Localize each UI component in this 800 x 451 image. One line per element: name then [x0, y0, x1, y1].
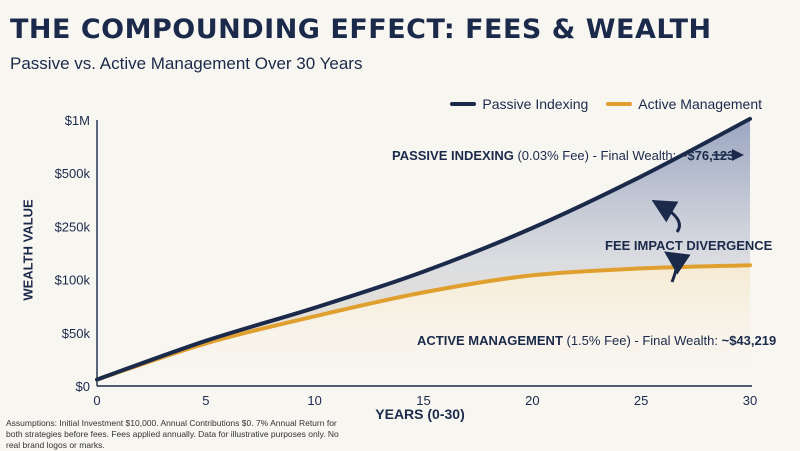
series-line-passive [95, 116, 752, 382]
footnote: Assumptions: Initial Investment $10,000.… [6, 418, 339, 450]
x-tick-label: 30 [743, 393, 757, 408]
active-annotation-detail: (1.5% Fee) - Final Wealth: [563, 333, 722, 348]
y-tick-label: $500k [55, 166, 91, 181]
legend: Passive Indexing Active Management [450, 96, 762, 112]
x-tick-label: 0 [93, 393, 100, 408]
divergence-arrow-down [664, 251, 691, 283]
passive-annotation-detail: (0.03% Fee) - Final Wealth: [514, 148, 680, 163]
active-annotation-name: ACTIVE MANAGEMENT [417, 333, 563, 348]
legend-swatch-active [606, 102, 633, 106]
passive-annotation-value: ~$76,123 [680, 148, 735, 163]
active-annotation-value: ~$43,219 [722, 333, 777, 348]
legend-label-passive: Passive Indexing [482, 96, 589, 112]
y-tick-label: $0 [76, 379, 90, 394]
y-tick-label: $100k [55, 273, 91, 288]
y-tick-label: $1M [65, 113, 90, 128]
y-tick-label: $50k [62, 326, 91, 341]
y-tick-label: $250k [55, 219, 91, 234]
legend-item-passive: Passive Indexing [450, 96, 588, 112]
x-axis-label: YEARS (0-30) [375, 406, 465, 422]
x-tick-label: 25 [634, 393, 648, 408]
active-annotation: ACTIVE MANAGEMENT (1.5% Fee) - Final Wea… [417, 333, 776, 348]
divergence-arrow-up [651, 199, 681, 233]
legend-item-active: Active Management [606, 96, 762, 112]
chart-subtitle: Passive vs. Active Management Over 30 Ye… [10, 54, 363, 73]
area-fee-gap [97, 118, 750, 380]
series-line-active [95, 263, 752, 382]
legend-swatch-passive [450, 102, 477, 106]
x-tick-label: 15 [416, 393, 430, 408]
x-tick-label: 5 [202, 393, 209, 408]
legend-label-active: Active Management [638, 96, 762, 112]
passive-annotation: PASSIVE INDEXING (0.03% Fee) - Final Wea… [392, 148, 734, 163]
area-active [97, 265, 750, 386]
chart-title: THE COMPOUNDING EFFECT: FEES & WEALTH [10, 14, 712, 45]
x-tick-label: 20 [525, 393, 539, 408]
divergence-label: FEE IMPACT DIVERGENCE [605, 238, 773, 253]
passive-annotation-name: PASSIVE INDEXING [392, 148, 514, 163]
x-tick-label: 10 [307, 393, 321, 408]
